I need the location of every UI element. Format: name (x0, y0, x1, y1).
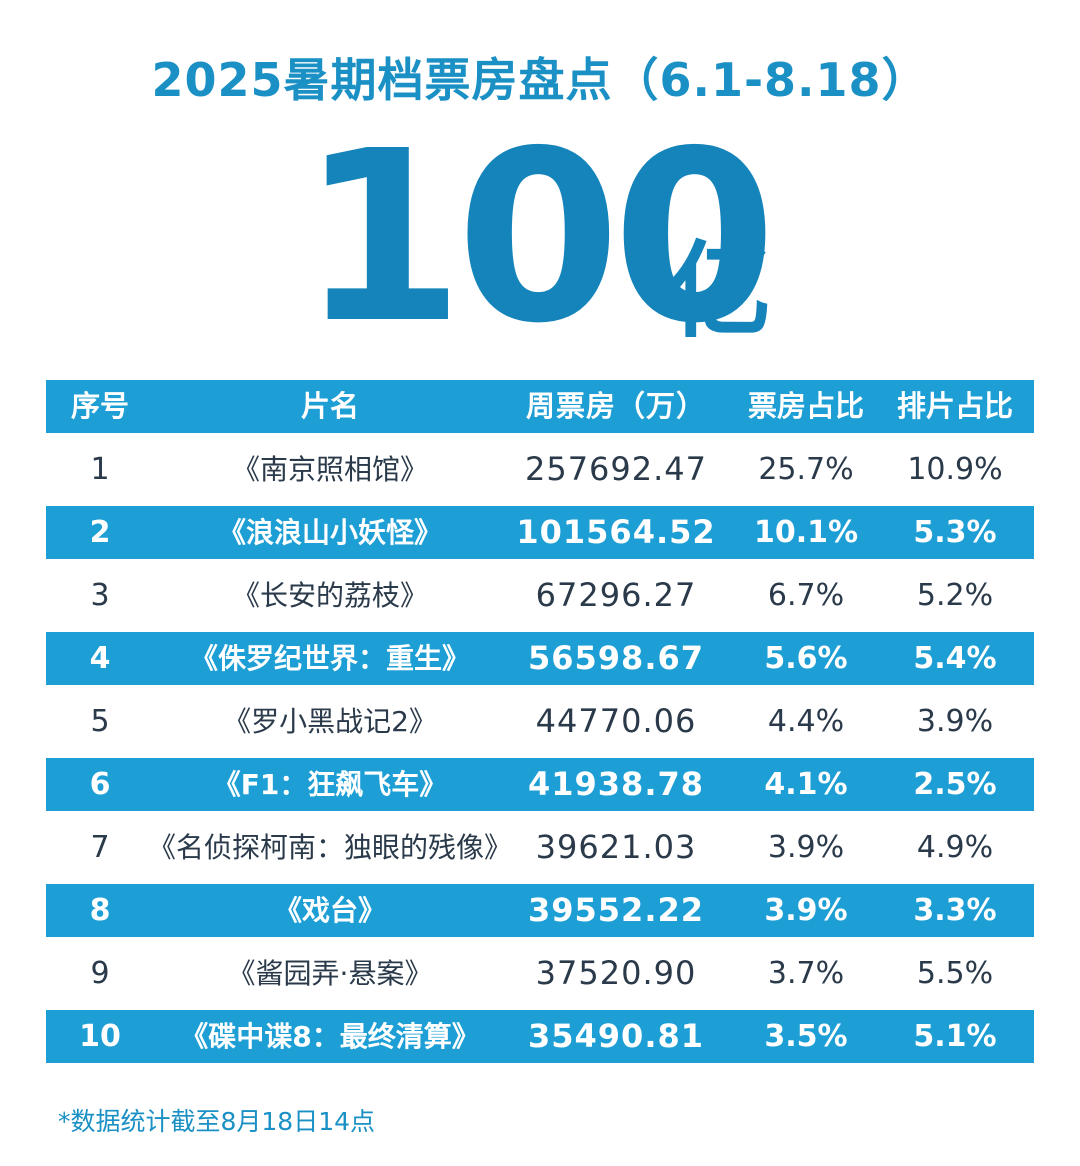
cell-box-office: 39552.22 (527, 891, 704, 929)
table-header: 序号 片名 周票房（万） 票房占比 排片占比 (46, 380, 1034, 433)
header-schedule-share: 排片占比 (896, 389, 1013, 423)
cell-box-share: 3.9% (764, 893, 848, 928)
cell-box-office: 41938.78 (527, 765, 704, 803)
table-row: 3 《长安的荔枝》 67296.27 6.7% 5.2% (46, 569, 1034, 622)
cell-rank: 4 (89, 641, 111, 676)
page-title: 2025暑期档票房盘点（6.1-8.18） (151, 53, 929, 107)
table-row: 4 《侏罗纪世界：重生》 56598.67 5.6% 5.4% (46, 632, 1034, 685)
table-row: 9 《酱园弄·悬案》 37520.90 3.7% 5.5% (46, 947, 1034, 1000)
hero-total: 100 亿 (0, 118, 1080, 358)
cell-box-office: 44770.06 (535, 702, 697, 740)
cell-box-share: 4.1% (764, 767, 848, 802)
cell-rank: 7 (90, 830, 110, 865)
cell-rank: 9 (90, 956, 110, 991)
cell-box-share: 4.4% (767, 704, 845, 739)
cell-title: 《罗小黑战记2》 (223, 705, 437, 738)
cell-schedule-share: 5.5% (916, 956, 994, 991)
cell-schedule-share: 4.9% (916, 830, 994, 865)
cell-schedule-share: 5.1% (913, 1019, 997, 1054)
cell-title: 《浪浪山小妖怪》 (217, 516, 442, 549)
cell-box-office: 101564.52 (516, 513, 716, 551)
cell-rank: 1 (90, 452, 110, 487)
header-box-office: 周票房（万） (525, 389, 706, 423)
cell-box-share: 25.7% (758, 452, 854, 487)
cell-title: 《戏台》 (273, 894, 386, 927)
cell-schedule-share: 3.3% (913, 893, 997, 928)
cell-rank: 8 (89, 893, 111, 928)
table-row: 5 《罗小黑战记2》 44770.06 4.4% 3.9% (46, 695, 1034, 748)
cell-box-share: 3.9% (767, 830, 845, 865)
header-title: 片名 (300, 389, 359, 423)
table-row: 10 《碟中谍8：最终清算》 35490.81 3.5% 5.1% (46, 1010, 1034, 1063)
cell-title: 《南京照相馆》 (231, 453, 428, 486)
footnote: *数据统计截至8月18日14点 (58, 1107, 376, 1136)
cell-box-office: 35490.81 (527, 1017, 704, 1055)
table-row: 6 《F1：狂飙飞车》 41938.78 4.1% 2.5% (46, 758, 1034, 811)
table-row: 7 《名侦探柯南：独眼的残像》 39621.03 3.9% 4.9% (46, 821, 1034, 874)
hero-number: 100 (300, 100, 777, 375)
cell-title: 《名侦探柯南：独眼的残像》 (147, 831, 512, 864)
cell-rank: 3 (90, 578, 110, 613)
cell-box-share: 5.6% (764, 641, 848, 676)
cell-box-share: 6.7% (767, 578, 845, 613)
cell-box-office: 56598.67 (527, 639, 704, 677)
table-row: 8 《戏台》 39552.22 3.9% 3.3% (46, 884, 1034, 937)
table-row: 2 《浪浪山小妖怪》 101564.52 10.1% 5.3% (46, 506, 1034, 559)
header-box-share: 票房占比 (747, 389, 864, 423)
cell-title: 《长安的荔枝》 (231, 579, 428, 612)
box-office-table: 序号 片名 周票房（万） 票房占比 排片占比 1 《南京照相馆》 257692.47… (46, 380, 1034, 1073)
cell-box-office: 67296.27 (535, 576, 697, 614)
cell-title: 《F1：狂飙飞车》 (212, 768, 448, 801)
cell-rank: 6 (89, 767, 111, 802)
table-row: 1 《南京照相馆》 257692.47 25.7% 10.9% (46, 443, 1034, 496)
cell-schedule-share: 5.4% (913, 641, 997, 676)
cell-box-share: 3.5% (764, 1019, 848, 1054)
cell-title: 《侏罗纪世界：重生》 (189, 642, 470, 675)
cell-schedule-share: 2.5% (913, 767, 997, 802)
cell-rank: 5 (90, 704, 110, 739)
cell-schedule-share: 3.9% (916, 704, 994, 739)
cell-box-office: 257692.47 (524, 450, 708, 488)
cell-schedule-share: 5.3% (913, 515, 997, 550)
header-rank: 序号 (70, 389, 129, 423)
cell-schedule-share: 5.2% (916, 578, 994, 613)
hero-unit: 亿 (668, 230, 773, 352)
cell-title: 《酱园弄·悬案》 (227, 957, 433, 990)
cell-rank: 10 (79, 1019, 121, 1054)
cell-schedule-share: 10.9% (907, 452, 1003, 487)
cell-box-office: 39621.03 (535, 828, 697, 866)
cell-box-office: 37520.90 (535, 954, 697, 992)
cell-title: 《碟中谍8：最终清算》 (180, 1020, 480, 1053)
cell-box-share: 10.1% (753, 515, 859, 550)
cell-box-share: 3.7% (767, 956, 845, 991)
cell-rank: 2 (89, 515, 111, 550)
